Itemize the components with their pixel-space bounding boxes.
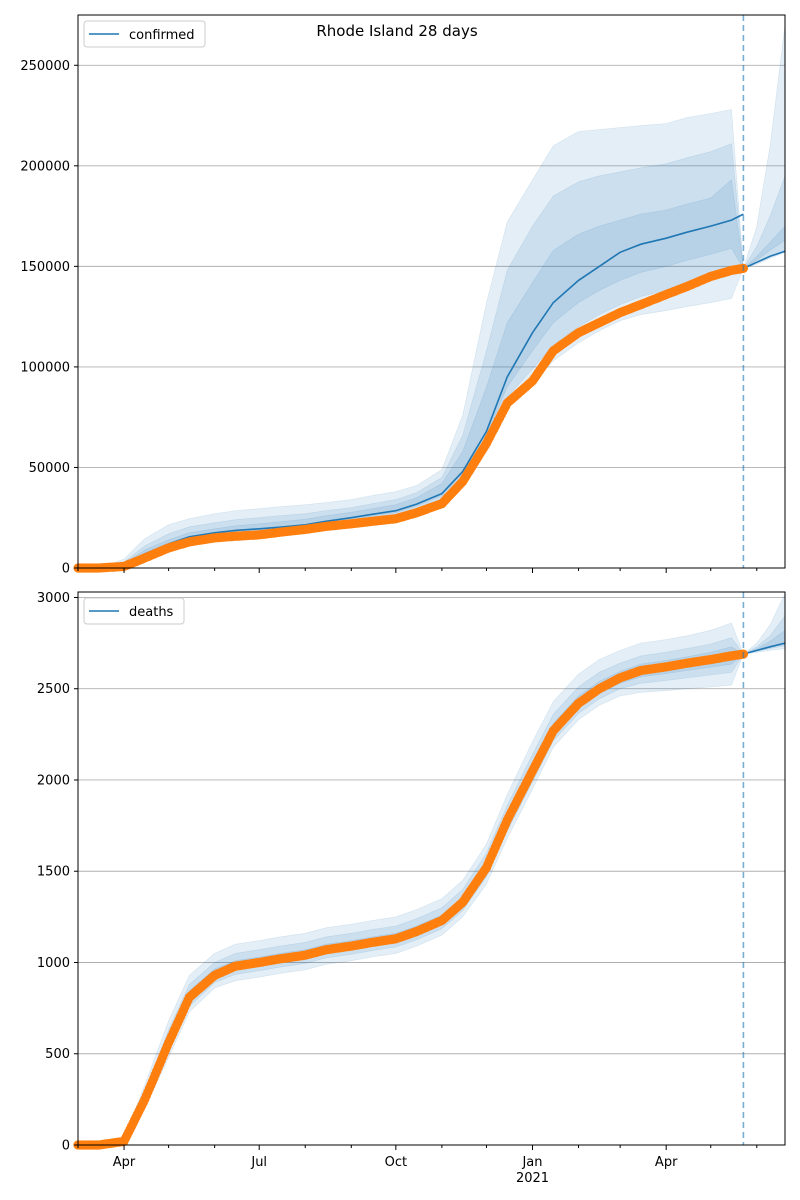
x-tick-label: Jan [521,1155,542,1170]
y-tick-label: 2000 [37,773,70,788]
y-tick-label: 1000 [37,956,70,971]
confirmed-observed-points [73,263,749,573]
x-tick-label: Jul [250,1155,267,1170]
y-tick-label: 3000 [37,591,70,606]
y-tick-label: 2500 [37,682,70,697]
deaths-legend-label: deaths [129,605,174,620]
y-tick-label: 500 [45,1047,70,1062]
confirmed-panel: 0 50000 100000 150000 200000 250000 Rhode Isl… [20,14,786,577]
deaths-x-axis: Apr Jul Oct Jan Apr 2021 [77,1145,758,1186]
confirmed-lines [78,213,786,569]
x-tick-label: Apr [113,1155,136,1170]
y-tick-label: 50000 [29,461,70,476]
y-tick-label: 1500 [37,865,70,880]
deaths-observed-points [73,649,749,1150]
deaths-forecast-line [743,642,786,655]
y-tick-label: 200000 [20,159,70,174]
x-tick-year-label: 2021 [516,1171,549,1186]
confirmed-x-axis [77,568,758,573]
chart-title: Rhode Island 28 days [316,22,477,40]
confirmed-gridlines [78,64,785,468]
y-tick-label: 0 [62,1139,70,1154]
deaths-legend-box [83,597,185,625]
deaths-gridlines [78,597,785,1055]
x-tick-label: Apr [655,1155,678,1170]
y-tick-label: 0 [62,562,70,577]
y-tick-label: 250000 [20,59,70,74]
deaths-y-axis: 0 500 1000 1500 2000 2500 3000 [37,591,78,1154]
deaths-legend: deaths [83,597,185,625]
deaths-plot-area [78,592,785,1145]
confirmed-line [78,213,744,569]
confirmed-legend-box [83,20,206,48]
confirmed-y-axis: 0 50000 100000 150000 200000 250000 [20,59,78,577]
deaths-axes-frame [77,591,786,1146]
confirmed-axes-frame [77,14,786,569]
y-tick-label: 150000 [20,260,70,275]
y-tick-label: 100000 [20,360,70,375]
confirmed-legend-label: confirmed [129,28,195,43]
confirmed-forecast-line [743,250,786,270]
x-tick-label: Oct [385,1155,407,1170]
confirmed-legend: confirmed [83,20,206,48]
